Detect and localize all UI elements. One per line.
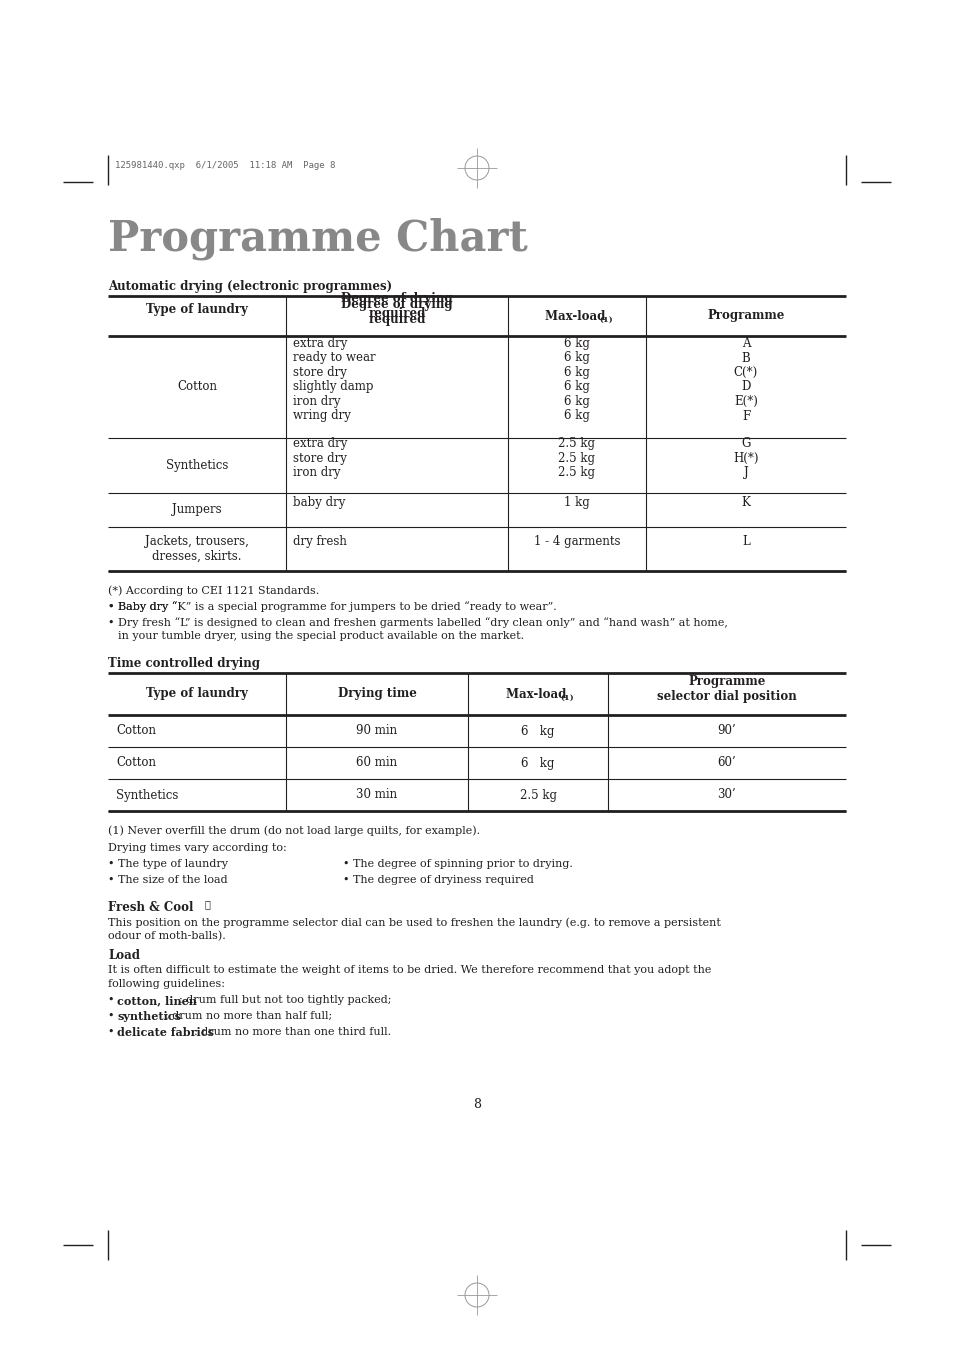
Text: A: A	[741, 338, 749, 350]
Text: D: D	[740, 381, 750, 393]
Text: slightly damp: slightly damp	[293, 381, 374, 393]
Text: 2.5 kg: 2.5 kg	[558, 437, 595, 451]
Text: Programme: Programme	[706, 309, 784, 323]
Text: extra dry: extra dry	[293, 437, 347, 451]
Text: Degree of drying
required: Degree of drying required	[341, 292, 453, 320]
Text: Max-load: Max-load	[505, 687, 570, 701]
Text: cotton, linen: cotton, linen	[117, 995, 196, 1006]
Text: K: K	[740, 497, 750, 509]
Text: 30’: 30’	[717, 788, 736, 802]
Text: wring dry: wring dry	[293, 409, 351, 423]
Text: Type of laundry: Type of laundry	[146, 687, 248, 701]
Text: 2.5 kg: 2.5 kg	[558, 452, 595, 464]
Text: • The size of the load: • The size of the load	[108, 875, 228, 886]
Text: 6 kg: 6 kg	[563, 338, 589, 350]
Text: (*) According to CEI 1121 Standards.: (*) According to CEI 1121 Standards.	[108, 585, 319, 595]
Text: extra dry: extra dry	[293, 338, 347, 350]
Text: Fresh & Cool: Fresh & Cool	[108, 900, 193, 914]
Text: baby dry: baby dry	[293, 497, 345, 509]
Text: following guidelines:: following guidelines:	[108, 979, 225, 990]
Text: dry fresh: dry fresh	[293, 535, 347, 548]
Text: 6 kg: 6 kg	[563, 396, 589, 408]
Text: 60’: 60’	[717, 756, 736, 770]
Text: B: B	[740, 351, 750, 364]
Text: 6 kg: 6 kg	[563, 409, 589, 423]
Text: C(*): C(*)	[733, 366, 758, 379]
Text: : drum no more than one third full.: : drum no more than one third full.	[193, 1027, 391, 1037]
Text: Automatic drying (electronic programmes): Automatic drying (electronic programmes)	[108, 279, 392, 293]
Text: 60 min: 60 min	[356, 756, 397, 770]
Text: store dry: store dry	[293, 366, 347, 379]
Text: 90’: 90’	[717, 725, 736, 737]
Text: odour of moth-balls).: odour of moth-balls).	[108, 931, 226, 941]
Text: F: F	[741, 409, 749, 423]
Text: This position on the programme selector dial can be used to freshen the laundry : This position on the programme selector …	[108, 917, 720, 927]
Text: Cotton: Cotton	[177, 381, 216, 393]
Text: iron dry: iron dry	[293, 396, 340, 408]
Text: Drying time: Drying time	[337, 687, 416, 701]
Text: Programme Chart: Programme Chart	[108, 217, 527, 261]
Text: •: •	[108, 1027, 118, 1037]
Text: ♨: ♨	[205, 900, 211, 910]
Text: Programme
selector dial position: Programme selector dial position	[657, 675, 796, 703]
Text: (1) Never overfill the drum (do not load large quilts, for example).: (1) Never overfill the drum (do not load…	[108, 825, 479, 836]
Text: • The degree of spinning prior to drying.: • The degree of spinning prior to drying…	[343, 859, 572, 869]
Text: (1): (1)	[598, 316, 612, 324]
Text: • The type of laundry: • The type of laundry	[108, 859, 228, 869]
Text: 6 kg: 6 kg	[563, 351, 589, 364]
Text: synthetics: synthetics	[117, 1011, 181, 1022]
Text: Type of laundry: Type of laundry	[146, 304, 248, 316]
Text: : drum full but not too tightly packed;: : drum full but not too tightly packed;	[179, 995, 392, 1004]
Text: E(*): E(*)	[733, 396, 757, 408]
Text: 125981440.qxp  6/1/2005  11:18 AM  Page 8: 125981440.qxp 6/1/2005 11:18 AM Page 8	[115, 161, 335, 170]
Text: store dry: store dry	[293, 452, 347, 464]
Text: (1): (1)	[559, 694, 573, 702]
Text: Time controlled drying: Time controlled drying	[108, 657, 260, 670]
Text: It is often difficult to estimate the weight of items to be dried. We therefore : It is often difficult to estimate the we…	[108, 965, 711, 975]
Text: L: L	[741, 535, 749, 548]
Text: 1 kg: 1 kg	[563, 497, 589, 509]
Text: Synthetics: Synthetics	[116, 788, 178, 802]
Text: 90 min: 90 min	[356, 725, 397, 737]
Text: Synthetics: Synthetics	[166, 459, 228, 472]
Text: 1 - 4 garments: 1 - 4 garments	[533, 535, 619, 548]
Text: 8: 8	[473, 1098, 480, 1111]
Text: Cotton: Cotton	[116, 725, 156, 737]
Text: G: G	[740, 437, 750, 451]
Text: • Dry fresh “L” is designed to clean and freshen garments labelled “dry clean on: • Dry fresh “L” is designed to clean and…	[108, 617, 727, 628]
Text: H(*): H(*)	[733, 452, 758, 464]
Text: • Baby dry “: • Baby dry “	[108, 601, 177, 612]
Text: •: •	[108, 1011, 118, 1021]
Text: 6   kg: 6 kg	[520, 756, 554, 770]
Text: 6 kg: 6 kg	[563, 366, 589, 379]
Text: Degree of drying
required: Degree of drying required	[341, 298, 453, 325]
Text: Load: Load	[108, 949, 140, 963]
Text: : drum no more than half full;: : drum no more than half full;	[165, 1011, 332, 1021]
Text: 2.5 kg: 2.5 kg	[519, 788, 556, 802]
Text: Max-load: Max-load	[544, 309, 609, 323]
Text: Jumpers: Jumpers	[172, 504, 222, 517]
Text: •: •	[108, 995, 118, 1004]
Text: 6   kg: 6 kg	[520, 725, 554, 737]
Text: Cotton: Cotton	[116, 756, 156, 770]
Text: iron dry: iron dry	[293, 466, 340, 479]
Text: 30 min: 30 min	[356, 788, 397, 802]
Text: Drying times vary according to:: Drying times vary according to:	[108, 842, 287, 853]
Text: • Baby dry “K” is a special programme for jumpers to be dried “ready to wear”.: • Baby dry “K” is a special programme fo…	[108, 601, 557, 612]
Text: 6 kg: 6 kg	[563, 381, 589, 393]
Text: ready to wear: ready to wear	[293, 351, 375, 364]
Text: delicate fabrics: delicate fabrics	[117, 1027, 213, 1038]
Text: J: J	[742, 466, 747, 479]
Text: in your tumble dryer, using the special product available on the market.: in your tumble dryer, using the special …	[118, 630, 523, 641]
Text: • The degree of dryiness required: • The degree of dryiness required	[343, 875, 534, 886]
Text: 2.5 kg: 2.5 kg	[558, 466, 595, 479]
Text: Jackets, trousers,
dresses, skirts.: Jackets, trousers, dresses, skirts.	[145, 535, 249, 563]
